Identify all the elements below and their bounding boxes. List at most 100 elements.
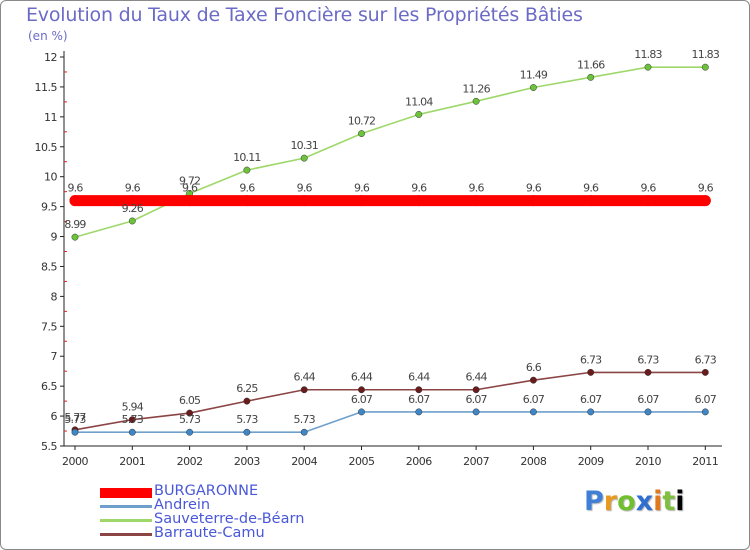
data-point <box>300 428 308 436</box>
data-point <box>71 233 79 241</box>
legend-label: BURGARONNE <box>154 483 259 499</box>
data-point <box>587 408 595 416</box>
data-label: 11.83 <box>634 48 662 61</box>
y-tick-label: 5.5 <box>41 440 57 453</box>
data-point <box>358 408 365 416</box>
data-label: 10.31 <box>290 139 318 152</box>
series-line <box>74 371 707 431</box>
data-label: 10.72 <box>348 115 376 128</box>
data-point <box>413 195 425 207</box>
legend-swatch <box>100 519 152 522</box>
data-label: 5.73 <box>64 413 86 426</box>
data-point <box>69 195 81 207</box>
proxiti-logo: Proxiti <box>584 486 685 517</box>
legend-label: Andrein <box>154 497 211 513</box>
chart-title: Evolution du Taux de Taxe Foncière sur l… <box>26 4 583 26</box>
data-label: 9.6 <box>469 182 485 195</box>
y-tick-label: 7 <box>51 350 58 363</box>
x-tick-label: 2002 <box>177 455 203 468</box>
data-point <box>243 166 251 174</box>
data-point <box>356 195 367 207</box>
data-point <box>186 409 194 417</box>
data-label: 6.07 <box>523 393 545 406</box>
data-label: 6.25 <box>236 382 258 395</box>
data-label: 9.6 <box>182 182 198 195</box>
chart-subtitle: (en %) <box>28 29 68 43</box>
y-tick-label: 10 <box>44 171 57 184</box>
series-line <box>74 66 707 238</box>
x-tick-label: 2005 <box>349 455 375 468</box>
data-label: 11.66 <box>577 58 605 71</box>
data-point <box>701 63 709 71</box>
data-label: 9.6 <box>640 182 656 195</box>
data-point <box>527 195 539 207</box>
data-label: 9.6 <box>583 182 599 195</box>
data-point <box>644 408 652 416</box>
data-label: 6.73 <box>637 353 659 366</box>
data-point <box>126 195 138 207</box>
legend-label: Barraute-Camu <box>154 525 265 541</box>
data-point <box>243 397 251 405</box>
data-label: 9.26 <box>122 202 144 215</box>
data-point <box>644 63 652 71</box>
data-label: 6.44 <box>465 371 487 384</box>
data-point <box>415 386 423 394</box>
data-label: 11.83 <box>692 48 720 61</box>
data-label: 8.99 <box>64 218 86 231</box>
data-label: 9.6 <box>411 182 427 195</box>
data-point <box>300 386 308 394</box>
series-line <box>74 411 707 434</box>
data-label: 5.77 <box>64 411 86 424</box>
data-point <box>701 368 709 376</box>
x-tick-label: 2001 <box>119 455 145 468</box>
data-label: 9.6 <box>698 182 714 195</box>
y-tick-label: 9 <box>51 231 58 244</box>
data-point <box>642 195 654 207</box>
data-point <box>71 428 79 436</box>
data-label: 6.05 <box>179 394 201 407</box>
data-point <box>529 84 537 91</box>
data-label: 9.6 <box>354 182 370 195</box>
data-point <box>298 195 310 207</box>
x-tick-label: 2011 <box>692 455 718 468</box>
data-label: 5.73 <box>294 413 316 426</box>
data-point <box>243 428 251 436</box>
data-point <box>415 408 423 416</box>
data-point <box>415 111 423 118</box>
data-label: 6.07 <box>637 393 659 406</box>
legend-swatch <box>100 533 152 536</box>
x-tick-label: 2000 <box>62 455 88 468</box>
y-tick-label: 10.5 <box>35 141 58 154</box>
data-point <box>241 195 253 207</box>
data-point <box>587 368 595 376</box>
data-label: 6.07 <box>351 393 373 406</box>
data-point <box>472 97 480 105</box>
data-label: 5.94 <box>122 401 144 414</box>
data-label: 6.44 <box>408 371 430 384</box>
x-tick-label: 2004 <box>291 455 317 468</box>
data-point <box>470 195 482 207</box>
data-label: 9.72 <box>179 174 200 187</box>
y-tick-label: 9.5 <box>41 201 57 214</box>
data-label: 6.73 <box>580 353 602 366</box>
x-tick-label: 2007 <box>463 455 489 468</box>
data-label: 6.07 <box>465 393 487 406</box>
data-label: 9.6 <box>125 182 141 195</box>
data-point <box>644 368 652 376</box>
data-point <box>358 386 365 394</box>
data-label: 9.6 <box>67 182 83 195</box>
x-tick-label: 2003 <box>234 455 260 468</box>
data-label: 6.44 <box>351 371 373 384</box>
data-label: 6.73 <box>695 353 717 366</box>
data-point <box>186 428 194 436</box>
x-tick-label: 2009 <box>578 455 604 468</box>
data-label: 10.11 <box>233 151 261 164</box>
x-tick-label: 2008 <box>520 455 546 468</box>
y-tick-label: 11.5 <box>35 81 58 94</box>
data-label: 9.6 <box>297 182 313 195</box>
data-label: 11.49 <box>520 69 548 82</box>
data-label: 6.07 <box>408 393 430 406</box>
data-label: 9.6 <box>239 182 255 195</box>
legend-label: Sauveterre-de-Béarn <box>154 511 305 527</box>
